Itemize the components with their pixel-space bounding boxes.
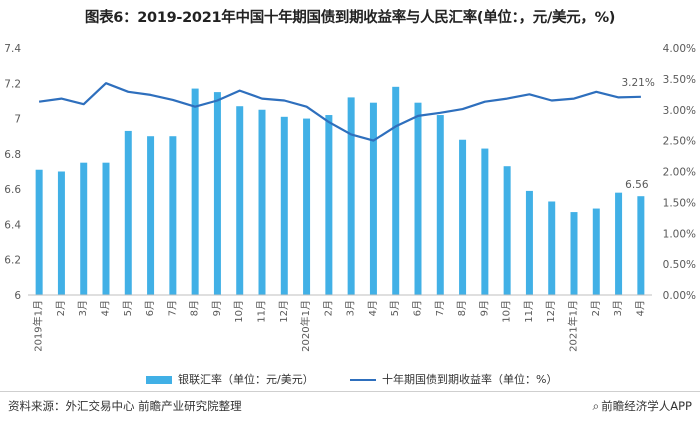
left-tick-label: 7 <box>14 114 21 126</box>
bar <box>169 136 177 295</box>
bar <box>280 116 288 295</box>
legend-bar: 银联汇率（单位：元/美元） <box>146 371 314 387</box>
x-tick-label: 4月 <box>367 300 379 316</box>
x-tick-label: 6月 <box>412 300 424 316</box>
bar <box>35 169 43 295</box>
x-tick-label: 4月 <box>100 300 112 316</box>
bar <box>637 196 645 295</box>
bar <box>124 130 132 295</box>
bar <box>147 136 155 295</box>
bar <box>102 162 110 295</box>
x-tick-label: 11月 <box>523 300 535 323</box>
x-tick-label: 2月 <box>55 300 67 316</box>
legend-line: 十年期国债到期收益率（单位：%） <box>350 371 557 387</box>
x-tick-label: 3月 <box>612 300 624 316</box>
x-tick-label: 12月 <box>278 300 290 323</box>
x-tick-label: 9月 <box>478 300 490 316</box>
right-tick-label: 4.00% <box>663 43 696 55</box>
bar <box>369 102 377 295</box>
bar <box>57 171 65 295</box>
left-tick-label: 6.4 <box>4 219 21 231</box>
x-tick-label: 2020年1月 <box>299 300 312 352</box>
legend-line-swatch <box>350 379 376 381</box>
bar <box>191 88 199 295</box>
left-tick-label: 6.6 <box>4 184 21 196</box>
right-tick-label: 0.00% <box>663 290 696 302</box>
bar <box>258 109 266 295</box>
bar <box>570 212 578 295</box>
bar <box>592 208 600 295</box>
x-tick-label: 2021年1月 <box>567 300 580 352</box>
x-tick-label: 2月 <box>590 300 602 316</box>
x-tick-label: 2月 <box>322 300 334 316</box>
bar <box>325 115 333 296</box>
bar <box>436 115 444 296</box>
x-tick-label: 9月 <box>211 300 223 316</box>
right-tick-label: 2.00% <box>663 167 696 179</box>
bar <box>481 148 489 295</box>
x-tick-label: 12月 <box>545 300 557 323</box>
legend-bar-swatch <box>146 376 172 384</box>
source-note: 资料来源：外汇交易中心 前瞻产业研究院整理 <box>8 399 242 413</box>
bar <box>303 118 311 295</box>
search-icon: ⌕ <box>592 399 600 413</box>
x-tick-label: 5月 <box>389 300 401 316</box>
right-tick-label: 1.50% <box>663 197 696 209</box>
left-tick-label: 6.8 <box>4 149 21 161</box>
bar <box>503 166 511 295</box>
x-tick-label: 10月 <box>233 300 245 323</box>
bar <box>525 190 533 295</box>
left-tick-label: 6 <box>14 290 21 302</box>
x-tick-label: 10月 <box>501 300 513 323</box>
brand-label: 前瞻经济学人APP <box>601 399 692 413</box>
legend-line-label: 十年期国债到期收益率（单位：%） <box>382 373 558 386</box>
bar-last-value-label: 6.56 <box>625 179 649 191</box>
brand-mark: ⌕ 前瞻经济学人APP <box>593 398 692 414</box>
x-tick-label: 2019年1月 <box>32 300 45 352</box>
bar <box>347 97 355 296</box>
x-tick-label: 4月 <box>634 300 646 316</box>
legend-bar-label: 银联汇率（单位：元/美元） <box>178 373 314 386</box>
footer-divider <box>0 391 700 392</box>
bar <box>548 201 556 295</box>
x-tick-label: 8月 <box>456 300 468 316</box>
line-series <box>38 82 641 142</box>
left-tick-label: 7.4 <box>4 43 21 55</box>
x-tick-label: 3月 <box>77 300 89 316</box>
right-tick-label: 1.00% <box>663 228 696 240</box>
series-line <box>38 82 641 142</box>
bar <box>459 139 467 295</box>
right-tick-label: 3.00% <box>663 105 696 117</box>
bar <box>236 106 244 295</box>
data-labels: 3.21% 6.56 <box>621 77 654 191</box>
left-axis: 6 6.2 6.4 6.6 6.8 7 7.2 7.4 <box>4 43 21 302</box>
right-tick-label: 0.50% <box>663 259 696 271</box>
right-axis: 0.00% 0.50% 1.00% 1.50% 2.00% 2.50% 3.00% 3.50%… <box>663 43 696 302</box>
x-tick-label: 8月 <box>189 300 201 316</box>
x-axis: 2019年1月 2月 3月 4月 5月 6月 7月 8月 9月 10月 11月 12月 2020年1月 2… <box>28 294 652 352</box>
bar <box>80 162 88 295</box>
x-tick-label: 11月 <box>256 300 268 323</box>
right-tick-label: 3.50% <box>663 74 696 86</box>
left-tick-label: 7.2 <box>4 78 21 90</box>
bar <box>213 92 221 295</box>
x-tick-label: 6月 <box>144 300 156 316</box>
bar <box>615 192 623 295</box>
x-tick-label: 7月 <box>434 300 446 316</box>
bar <box>414 102 422 295</box>
x-tick-label: 7月 <box>166 300 178 316</box>
x-tick-label: 3月 <box>345 300 357 316</box>
line-last-value-label: 3.21% <box>621 77 654 89</box>
x-tick-label: 5月 <box>122 300 134 316</box>
left-tick-label: 6.2 <box>4 255 21 267</box>
chart-title: 图表6：2019-2021年中国十年期国债到期收益率与人民汇率(单位：，元/美元… <box>84 10 616 26</box>
bar-series <box>35 86 645 296</box>
bar <box>392 86 400 295</box>
right-tick-label: 2.50% <box>663 136 696 148</box>
